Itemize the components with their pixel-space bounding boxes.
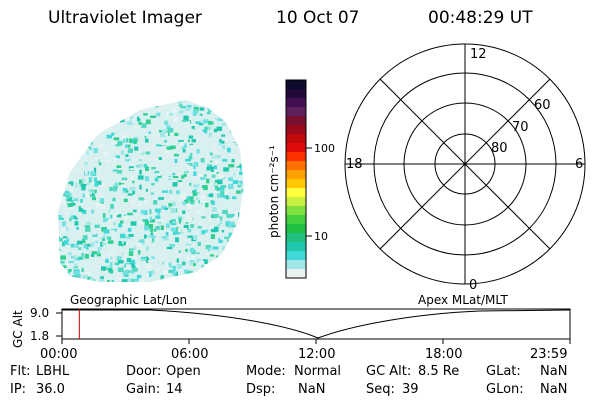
info-dsp-value: NaN [298, 382, 326, 397]
colorbar-band [286, 224, 306, 234]
colorbar-tick-label-10: 10 [314, 230, 328, 243]
date-label: 10 Oct 07 [276, 8, 360, 28]
colorbar-frame [285, 79, 307, 279]
colorbar-band [286, 233, 306, 243]
info-gcalt-label: GC Alt: [366, 364, 412, 379]
colorbar-band [286, 197, 306, 207]
timeline-ytick-label-low: 1.8 [30, 329, 49, 343]
polar-diagonal-2 [379, 78, 551, 250]
timeline-right-title: Apex MLat/MLT [418, 293, 508, 307]
colorbar-unit-label: photon cm⁻²s⁻¹ [267, 145, 281, 238]
colorbar-band [286, 188, 306, 198]
timeline-xticks: 00:00 06:00 12:00 18:00 23:59 [40, 339, 571, 362]
colorbar-band [286, 251, 306, 261]
timeline-y-axis-label: GC Alt [11, 310, 25, 348]
colorbar [286, 80, 306, 279]
info-mode-value: Normal [294, 364, 342, 379]
timeline-plot: 00:00 06:00 12:00 18:00 23:59 [40, 308, 571, 362]
colorbar-tick-label-100: 100 [314, 142, 335, 155]
timeline-xtick-label: 12:00 [298, 347, 335, 362]
info-door-label: Door: [126, 364, 162, 379]
colorbar-band [286, 179, 306, 189]
colorbar-band [286, 206, 306, 216]
colorbar-band [286, 161, 306, 171]
lat-label-60: 60 [534, 98, 551, 113]
lat-label-70: 70 [512, 120, 529, 135]
mlt-label-18: 18 [346, 157, 363, 172]
info-ip-label: IP: [10, 382, 27, 397]
info-mode-label: Mode: [246, 364, 286, 379]
timeline-xtick-label: 06:00 [171, 347, 208, 362]
colorbar-band [286, 170, 306, 180]
uv-image [58, 100, 244, 282]
colorbar-band [286, 152, 306, 162]
altitude-curve [62, 309, 571, 339]
colorbar-band [286, 98, 306, 108]
info-ip-value: 36.0 [36, 382, 65, 397]
info-gain-value: 14 [166, 382, 183, 397]
info-seq-value: 39 [402, 382, 419, 397]
colorbar-band [286, 215, 306, 225]
polar-plot [344, 43, 586, 285]
colorbar-band [286, 89, 306, 99]
mlt-label-6: 6 [575, 157, 583, 172]
info-dsp-label: Dsp: [246, 382, 276, 397]
time-label: 00:48:29 UT [428, 8, 533, 28]
info-glon-label: GLon: [486, 382, 524, 397]
timeline-frame [61, 308, 571, 340]
info-gain-label: Gain: [126, 382, 161, 397]
info-glat-value: NaN [540, 364, 568, 379]
timeline-xtick-label: 23:59 [530, 347, 567, 362]
colorbar-band [286, 125, 306, 135]
info-glon-value: NaN [540, 382, 568, 397]
timeline-left-title: Geographic Lat/Lon [70, 293, 187, 307]
timeline-xtick-label: 18:00 [425, 347, 462, 362]
info-gcalt-value: 8.5 Re [418, 364, 460, 379]
colorbar-band [286, 260, 306, 270]
colorbar-band [286, 107, 306, 117]
colorbar-band [286, 116, 306, 126]
colorbar-band [286, 269, 306, 279]
timeline-xtick-label: 00:00 [40, 347, 77, 362]
info-glat-label: GLat: [486, 364, 521, 379]
colorbar-band [286, 80, 306, 90]
mlt-label-12: 12 [470, 47, 487, 62]
info-seq-label: Seq: [366, 382, 395, 397]
colorbar-band [286, 242, 306, 252]
colorbar-band [286, 143, 306, 153]
instrument-title: Ultraviolet Imager [48, 8, 202, 28]
info-flt-label: Flt: [10, 364, 31, 379]
timeline-ytick-label-high: 9.0 [30, 306, 49, 320]
info-door-value: Open [166, 364, 201, 379]
info-flt-value: LBHL [36, 364, 70, 379]
colorbar-band [286, 134, 306, 144]
mlt-label-0: 0 [469, 278, 477, 293]
lat-label-80: 80 [491, 141, 508, 156]
